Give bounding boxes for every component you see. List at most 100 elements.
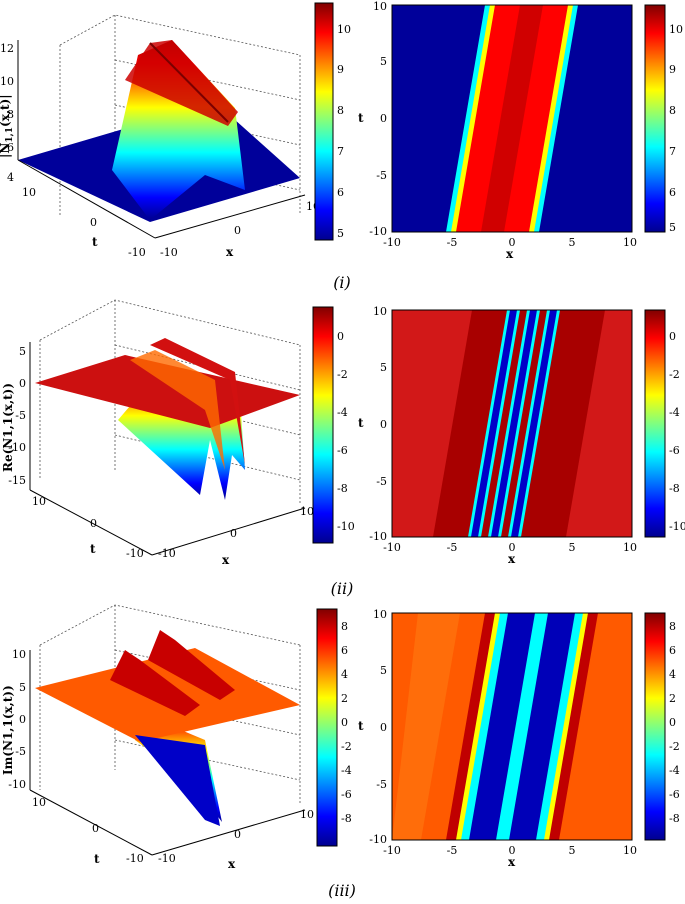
panel-i-d-xtick: 0	[509, 236, 516, 249]
panel-i-cbtick: 8	[337, 104, 344, 117]
panel-ii-d-cbtick: 0	[669, 330, 676, 343]
panel-iii-cbtick: -8	[341, 812, 352, 825]
panel-ii-d-xlabel: x	[508, 552, 516, 566]
panel-i-d-cbtick: 9	[669, 63, 676, 76]
panel-i-cbtick: 6	[337, 186, 344, 199]
panel-ii-axes	[29, 342, 306, 556]
panel-ii-d-xtick: -5	[447, 541, 458, 554]
panel-iii-ytick: -10	[126, 852, 144, 865]
panel-iii-cbtick: 2	[341, 692, 348, 705]
panel-iii-d-ytick: 0	[380, 721, 387, 734]
panel-ii-cbtick: -2	[337, 368, 348, 381]
panel-iii-d-cbtick: 2	[669, 692, 676, 705]
panel-iii-d-cbtick: -4	[669, 764, 680, 777]
panel-i-d-xtick: -5	[447, 236, 458, 249]
panel-ii-xlabel: x	[222, 553, 230, 567]
panel-ii-ridge	[130, 350, 225, 470]
panel-i-d-colorbar	[644, 4, 666, 233]
panel-iii-box-grid	[39, 604, 301, 805]
panel-i-ztick: 12	[0, 42, 14, 55]
panel-i-xtick: 0	[234, 224, 241, 237]
panel-ii-cbtick: -10	[337, 520, 355, 533]
panel-i-ytick: -10	[128, 246, 146, 259]
panel-i-d-ytick: 0	[380, 112, 387, 125]
panel-iii-cbtick: 6	[341, 644, 348, 657]
panel-iii-d-ytick: -5	[376, 778, 387, 791]
panel-iii-colorbar	[316, 608, 338, 847]
panel-iii-cbtick: -4	[341, 764, 352, 777]
panel-ii-ytick: -10	[126, 547, 144, 560]
panel-ii-zlabel: Re(N1,1(x,t))	[1, 383, 15, 472]
panel-i-band-center	[481, 5, 543, 232]
panel-i-d-xtick: 5	[569, 236, 576, 249]
panel-iii-density: 10 5 0 -5 -10 -10 -5 0 5 10 x t 8 6 4 2 …	[358, 608, 680, 869]
panel-iii-d-cbtick: 0	[669, 716, 676, 729]
panel-i-ztick: 4	[7, 171, 14, 184]
panel-ii-xtick: 0	[230, 527, 237, 540]
caption-ii: (ii)	[331, 579, 354, 598]
panel-iii-ztick: -10	[8, 778, 26, 791]
panel-i-ytick: 0	[90, 216, 97, 229]
panel-ii-d-cbtick: -6	[669, 444, 680, 457]
panel-iii-ytick: 0	[92, 822, 99, 835]
panel-ii-stripe-2b	[491, 310, 537, 537]
panel-ii-ytick: 0	[90, 517, 97, 530]
panel-i-d-cbtick: 5	[669, 221, 676, 234]
panel-i-d-cbtick: 6	[669, 186, 676, 199]
panel-iii-d-xtick: 10	[623, 844, 637, 857]
panel-iii-density-frame	[391, 612, 633, 841]
panel-iii-cbtick: 8	[341, 620, 348, 633]
panel-ii-ridge-front	[150, 338, 245, 465]
panel-iii-surface: 10 5 0 -5 -10 10 0 -10 -10 0 10 t x Im(N…	[1, 604, 352, 871]
panel-i-density-frame	[391, 4, 633, 233]
panel-ii-xtick: -10	[158, 547, 176, 560]
panel-i-d-ytick: -10	[369, 225, 387, 238]
panel-iii-center-line	[496, 613, 548, 840]
caption-iii: (iii)	[328, 881, 356, 900]
caption-i: (i)	[333, 273, 351, 292]
panel-iii-axes	[29, 650, 306, 856]
panel-ii-d-xtick: 10	[623, 541, 637, 554]
panel-i-ridge-dip	[149, 42, 229, 123]
panel-i-d-ytick: -5	[376, 169, 387, 182]
panel-iii-d-xlabel: x	[508, 855, 516, 869]
panel-i-d-xtick: -10	[383, 236, 401, 249]
panel-ii-cbtick: -4	[337, 406, 348, 419]
panel-i-surface: 12 10 8 6 4 10 0 -10 -10 0 10 t x |N1,1(…	[0, 2, 351, 259]
panel-iii-cbtick: 0	[341, 716, 348, 729]
panel-iii-d-cbtick: -8	[669, 812, 680, 825]
panel-i-cbtick: 9	[337, 63, 344, 76]
panel-iii-d-xtick: -5	[447, 844, 458, 857]
panel-ii-d-cbtick: -2	[669, 368, 680, 381]
panel-i-ztick: 6	[7, 141, 14, 154]
panel-ii-density-frame	[391, 309, 633, 538]
panel-i-d-ylabel: t	[358, 111, 364, 125]
panel-iii-d-xtick: 0	[509, 844, 516, 857]
panel-iii-d-colorbar	[644, 612, 666, 841]
panel-iii-ytick: 10	[32, 796, 46, 809]
panel-iii-d-cbtick: 6	[669, 644, 676, 657]
panel-ii-density: 10 5 0 -5 -10 -10 -5 0 5 10 x t 0 -2 -4 …	[358, 305, 685, 566]
panel-i-d-ytick: 5	[380, 55, 387, 68]
panel-i-cbtick: 7	[337, 145, 344, 158]
panel-ii-surface: 5 0 -5 -10 -15 10 0 -10 -10 0 10 t x Re(…	[1, 299, 355, 567]
panel-iii-d-ytick: -10	[369, 833, 387, 846]
panel-iii-ridge-2	[148, 630, 235, 700]
panel-i-density: 10 5 0 -5 -10 -10 -5 0 5 10 x t 10 9 8 7…	[358, 0, 683, 261]
panel-ii-d-ytick: -10	[369, 530, 387, 543]
panel-ii-d-xtick: 5	[569, 541, 576, 554]
panel-i-xlabel: x	[226, 245, 234, 259]
panel-iii-d-cbtick: 8	[669, 620, 676, 633]
panel-iii-cbtick: 4	[341, 668, 348, 681]
panel-i-colorbar	[314, 2, 334, 241]
panel-ii-ztick: 5	[19, 345, 26, 358]
panel-ii-d-xtick: 0	[509, 541, 516, 554]
panel-iii-xlabel: x	[228, 857, 236, 871]
panel-iii-ylabel: t	[94, 852, 100, 866]
panel-i-axes	[17, 40, 306, 239]
panel-iii-d-cbtick: -6	[669, 788, 680, 801]
panel-i-ylabel: t	[92, 235, 98, 249]
panel-ii-ztick: 0	[19, 377, 26, 390]
panel-iii-xtick: 0	[234, 828, 241, 841]
